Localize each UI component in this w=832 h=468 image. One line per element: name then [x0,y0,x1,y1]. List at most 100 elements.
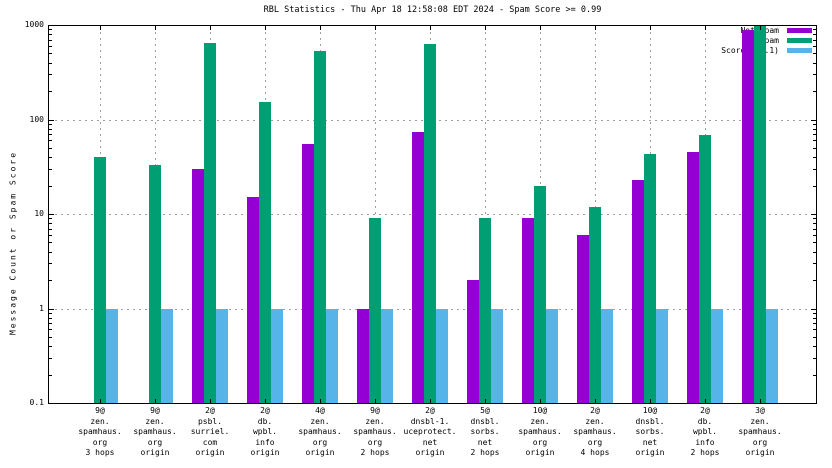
y-minor-tick-right [813,329,816,330]
y-tick-label: 100 [29,115,44,124]
x-category-label: 3@ zen. spamhaus. org origin [738,406,782,457]
y-minor-tick-right [813,223,816,224]
bar-not-spam [632,180,644,403]
y-minor-tick-left [49,46,52,47]
x-category-label: 4@ zen. spamhaus. org origin [298,406,342,457]
y-minor-tick-left [49,140,52,141]
y-minor-tick-left [49,148,52,149]
bar-score-0-1- [216,309,228,403]
bar-score-0-1- [711,309,723,403]
x-tick-top [320,26,321,30]
x-category-label: 2@ db. wpbl. info origin [250,406,280,457]
bar-score-0-1- [546,309,558,403]
bar-score-0-1- [656,309,668,403]
y-minor-tick-right [813,280,816,281]
y-minor-tick-left [49,53,52,54]
bar-spam [259,102,271,403]
x-category-label: 2@ psbl. surriel. com origin [190,406,230,457]
y-minor-tick-left [49,34,52,35]
y-minor-tick-right [813,169,816,170]
y-minor-tick-right [813,29,816,30]
bar-spam [424,44,436,403]
y-minor-tick-left [49,124,52,125]
x-tick-top [210,26,211,30]
x-category-label: 10@ dnsbl. sorbs. net origin [635,406,665,457]
y-minor-tick-right [813,337,816,338]
bar-score-0-1- [491,309,503,403]
y-minor-tick-right [813,148,816,149]
x-gridline [375,26,376,403]
y-minor-tick-left [49,252,52,253]
bar-not-spam [467,280,479,403]
x-tick-bottom [375,399,376,403]
y-minor-tick-right [813,140,816,141]
y-minor-tick-left [49,263,52,264]
x-category-label: 2@ zen. spamhaus. org 4 hops [573,406,617,457]
bar-spam [369,218,381,403]
x-tick-top [100,26,101,30]
bar-spam [314,51,326,403]
y-minor-tick-right [813,129,816,130]
x-category-label: 9@ zen. spamhaus. org origin [133,406,177,457]
y-minor-tick-left [49,63,52,64]
y-minor-tick-right [813,358,816,359]
y-tick-label: 1 [39,304,44,313]
x-category-label: 10@ zen. spamhaus. org origin [518,406,562,457]
y-major-tick-left [49,214,54,215]
x-tick-bottom [430,399,431,403]
y-minor-tick-right [813,375,816,376]
legend-swatch [787,48,812,53]
y-minor-tick-right [813,46,816,47]
bar-spam [699,135,711,403]
y-minor-tick-right [813,318,816,319]
bar-not-spam [687,152,699,403]
y-tick-label: 0.1 [29,398,44,407]
bar-score-0-1- [106,309,118,403]
bar-not-spam [302,144,314,403]
bar-score-0-1- [326,309,338,403]
y-minor-tick-right [813,124,816,125]
bar-score-0-1- [766,309,778,403]
y-minor-tick-right [813,53,816,54]
y-major-tick-right [811,120,816,121]
bar-score-0-1- [271,309,283,403]
x-tick-bottom [650,399,651,403]
y-minor-tick-left [49,229,52,230]
y-tick-label: 1000 [24,20,44,29]
bar-spam [534,186,546,403]
y-minor-tick-right [813,252,816,253]
legend-swatch [787,38,812,43]
y-major-tick-right [811,309,816,310]
x-tick-top [485,26,486,30]
x-tick-bottom [705,399,706,403]
bar-not-spam [577,235,589,403]
x-tick-bottom [210,399,211,403]
y-minor-tick-right [813,157,816,158]
x-tick-top [375,26,376,30]
y-minor-tick-right [813,134,816,135]
y-minor-tick-left [49,346,52,347]
y-minor-tick-right [813,74,816,75]
y-minor-tick-right [813,313,816,314]
bar-score-0-1- [601,309,613,403]
bar-spam [94,157,106,403]
y-minor-tick-right [813,186,816,187]
bar-not-spam [357,309,369,403]
bar-not-spam [412,132,424,403]
bar-score-0-1- [161,309,173,403]
y-minor-tick-right [813,218,816,219]
y-minor-tick-left [49,134,52,135]
y-minor-tick-left [49,169,52,170]
y-minor-tick-left [49,223,52,224]
y-minor-tick-left [49,329,52,330]
y-minor-tick-left [49,323,52,324]
x-tick-bottom [265,399,266,403]
bar-spam [149,165,161,403]
y-minor-tick-left [49,91,52,92]
x-category-label: 5@ dnsbl. sorbs. net 2 hops [470,406,500,457]
y-minor-tick-left [49,74,52,75]
bar-not-spam [247,197,259,403]
y-minor-tick-right [813,242,816,243]
y-minor-tick-left [49,157,52,158]
y-minor-tick-left [49,218,52,219]
